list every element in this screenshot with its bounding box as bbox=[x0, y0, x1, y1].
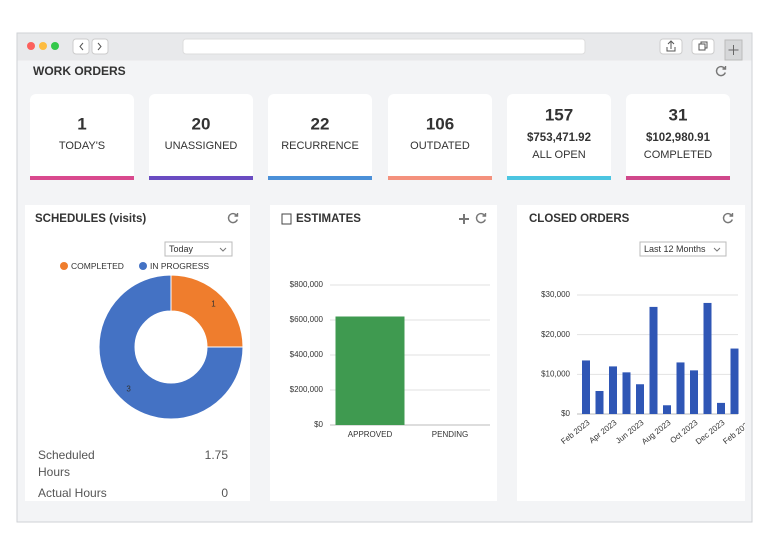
x-tick-label: APPROVED bbox=[348, 430, 393, 439]
stat-value: 0 bbox=[221, 486, 228, 500]
card-accent bbox=[626, 176, 730, 180]
y-tick-label: $400,000 bbox=[290, 350, 324, 359]
y-tick-label: $200,000 bbox=[290, 385, 324, 394]
tabs-icon bbox=[698, 41, 708, 51]
add-icon[interactable] bbox=[459, 214, 469, 224]
card-accent bbox=[30, 176, 134, 180]
x-tick-label: PENDING bbox=[432, 430, 468, 439]
card-amount: $753,471.92 bbox=[527, 132, 591, 144]
bar bbox=[690, 370, 698, 414]
stat-label: Actual Hours bbox=[38, 486, 107, 500]
bar bbox=[663, 405, 671, 414]
close-button[interactable] bbox=[27, 42, 35, 50]
back-button[interactable] bbox=[72, 38, 90, 55]
card-label: RECURRENCE bbox=[281, 140, 359, 152]
back-icon bbox=[79, 42, 84, 51]
bar bbox=[717, 402, 725, 414]
card-accent bbox=[388, 176, 492, 180]
panel-title: ESTIMATES bbox=[296, 213, 361, 225]
refresh-icon[interactable] bbox=[722, 212, 734, 224]
card[interactable] bbox=[149, 94, 253, 180]
card-label: UNASSIGNED bbox=[165, 140, 238, 152]
panel-title: CLOSED ORDERS bbox=[529, 213, 630, 225]
card[interactable] bbox=[507, 94, 611, 180]
bar bbox=[609, 366, 617, 414]
address-bar[interactable] bbox=[182, 38, 586, 55]
card-amount: $102,980.91 bbox=[646, 132, 711, 144]
bar bbox=[622, 372, 631, 414]
chevron bbox=[713, 247, 721, 252]
y-tick-label: $20,000 bbox=[541, 330, 570, 339]
card-value: 106 bbox=[426, 114, 454, 133]
forward-icon bbox=[97, 42, 102, 51]
card-label: TODAY'S bbox=[59, 140, 105, 152]
y-tick-label: $0 bbox=[561, 409, 570, 418]
y-tick-label: $800,000 bbox=[290, 280, 324, 289]
y-tick-label: $0 bbox=[314, 420, 323, 429]
card-label: ALL OPEN bbox=[532, 149, 585, 161]
card[interactable] bbox=[268, 94, 372, 180]
filter-text: Today bbox=[169, 244, 194, 254]
bar bbox=[582, 360, 590, 414]
y-tick-label: $600,000 bbox=[290, 315, 324, 324]
card-value: 31 bbox=[669, 105, 688, 124]
card[interactable] bbox=[30, 94, 134, 180]
card-value: 157 bbox=[545, 105, 573, 124]
refresh-icon[interactable] bbox=[227, 212, 239, 224]
stat-value: 1.75 bbox=[204, 448, 228, 462]
card-value: 1 bbox=[77, 114, 86, 133]
bar bbox=[335, 316, 405, 425]
chevron bbox=[219, 247, 227, 252]
bar bbox=[730, 348, 739, 414]
bar bbox=[595, 390, 604, 414]
plus-icon bbox=[728, 45, 739, 55]
tabs-button[interactable] bbox=[691, 38, 715, 55]
forward-button[interactable] bbox=[91, 38, 109, 55]
card-accent bbox=[268, 176, 372, 180]
card[interactable] bbox=[626, 94, 730, 180]
bar bbox=[636, 384, 644, 414]
legend-dot bbox=[139, 262, 147, 270]
share-icon bbox=[666, 40, 676, 52]
filter-dropdown[interactable] bbox=[639, 241, 727, 257]
y-tick-label: $30,000 bbox=[541, 290, 570, 299]
bar bbox=[703, 302, 712, 414]
card-accent bbox=[149, 176, 253, 180]
calculator-icon bbox=[281, 213, 292, 225]
pie-slice bbox=[98, 274, 244, 420]
card-value: 20 bbox=[192, 114, 211, 133]
stat-label: Scheduled Hours bbox=[38, 448, 95, 479]
plot: APPROVED PENDING bbox=[335, 316, 468, 439]
card-label: OUTDATED bbox=[410, 140, 470, 152]
refresh-icon[interactable] bbox=[715, 65, 727, 77]
filter-text: Last 12 Months bbox=[644, 244, 706, 254]
minimize-button[interactable] bbox=[39, 42, 47, 50]
bar bbox=[676, 362, 685, 414]
page-title: WORK ORDERS bbox=[33, 64, 126, 78]
card-value: 22 bbox=[311, 114, 330, 133]
panel-title: SCHEDULES (visits) bbox=[35, 213, 146, 225]
y-tick-label: $10,000 bbox=[541, 369, 570, 378]
slice-label: 1 bbox=[211, 300, 216, 309]
legend-dot bbox=[60, 262, 68, 270]
slice-label: 3 bbox=[126, 385, 131, 394]
filter-dropdown[interactable] bbox=[164, 241, 233, 257]
legend-label: COMPLETED bbox=[71, 261, 124, 271]
bar bbox=[649, 306, 658, 414]
maximize-button[interactable] bbox=[51, 42, 59, 50]
card[interactable] bbox=[388, 94, 492, 180]
card-label: COMPLETED bbox=[644, 149, 713, 161]
card-accent bbox=[507, 176, 611, 180]
refresh-icon[interactable] bbox=[475, 212, 487, 224]
legend-label: IN PROGRESS bbox=[150, 261, 209, 271]
